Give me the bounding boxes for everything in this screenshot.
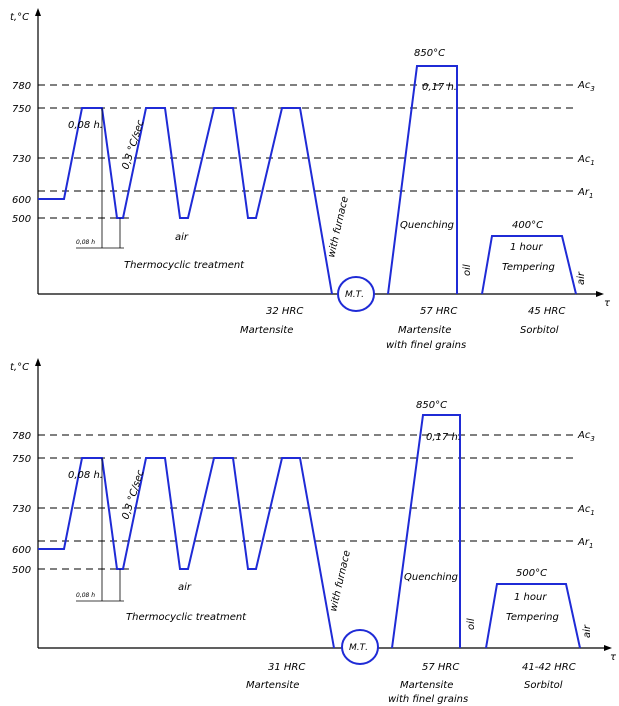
quenching-label: Quenching (404, 572, 458, 583)
tick-780: 780 (12, 81, 31, 92)
ar1-label: Ar1 (577, 537, 593, 550)
structure-3: Sorbitol (524, 680, 563, 691)
y-axis-label: t,°С (10, 12, 29, 23)
ac1-label: Ac1 (577, 154, 595, 167)
x-axis-label: τ (604, 298, 611, 309)
tempering-profile (481, 235, 577, 295)
thermocyclic-label: Thermocyclic treatment (124, 260, 245, 271)
tempering-profile (485, 583, 581, 649)
tick-500: 500 (12, 214, 31, 225)
ar1-label: Ar1 (577, 187, 593, 200)
tick-600: 600 (12, 545, 31, 556)
x-axis-label: τ (610, 652, 617, 663)
thermocycle-profile (38, 457, 335, 649)
hrc-2: 57 HRC (422, 662, 459, 673)
temper-air-label: air (576, 271, 587, 285)
y-axis-arrow-icon (35, 358, 41, 366)
tempering-label: Tempering (502, 262, 555, 273)
oil-label: oil (466, 618, 477, 630)
small-hold-label: 0,08 h (76, 592, 95, 599)
tick-730: 730 (12, 504, 31, 515)
y-axis-arrow-icon (35, 8, 41, 16)
quench-profile (387, 65, 458, 295)
tick-600: 600 (12, 195, 31, 206)
quench-temp-label: 850°С (414, 48, 445, 59)
ac1-label: Ac1 (577, 504, 595, 517)
mt-circle (341, 629, 379, 665)
hrc-3: 41-42 HRC (522, 662, 576, 673)
x-axis-arrow-icon (604, 645, 612, 651)
oil-label: oil (462, 264, 473, 276)
air-label: air (175, 232, 189, 243)
structure-3: Sorbitol (520, 325, 559, 336)
furnace-label: with furnace (326, 195, 351, 258)
hold-label: 0,08 h. (68, 120, 103, 131)
thermocycle-profile (38, 107, 333, 295)
quench-profile (391, 414, 461, 649)
mt-label: М.Т. (349, 643, 368, 653)
small-hold-label: 0,08 h (76, 239, 95, 246)
structure-2-detail: with finel grains (388, 694, 468, 705)
ac3-label: Ac3 (577, 430, 595, 443)
air-label: air (178, 582, 192, 593)
y-axis-label: t,°С (10, 362, 29, 373)
tick-780: 780 (12, 431, 31, 442)
quenching-label: Quenching (400, 220, 454, 231)
structure-2: Martensite (400, 680, 453, 691)
temper-time-label: 1 hour (514, 592, 547, 603)
tick-500: 500 (12, 565, 31, 576)
hold-label: 0,08 h. (68, 470, 103, 481)
tempering-label: Tempering (506, 612, 559, 623)
hrc-1: 32 HRC (266, 306, 303, 317)
hrc-2: 57 HRC (420, 306, 457, 317)
mt-label: М.Т. (345, 290, 364, 300)
ac3-label: Ac3 (577, 80, 595, 93)
mt-circle (337, 276, 375, 312)
temper-temp-label: 400°С (512, 220, 543, 231)
quench-temp-label: 850°С (416, 400, 447, 411)
temper-temp-label: 500°С (516, 568, 547, 579)
structure-2-detail: with finel grains (386, 340, 466, 351)
diagram-bottom: t,°С τ 780 750 730 600 500 Ac3 Ac1 Ar1 М… (10, 358, 617, 705)
structure-2: Martensite (398, 325, 451, 336)
hrc-3: 45 HRC (528, 306, 565, 317)
tick-750: 750 (12, 454, 31, 465)
x-axis-arrow-icon (596, 291, 604, 297)
quench-time-label: 0,17 h. (422, 82, 457, 93)
structure-1: Martensite (240, 325, 293, 336)
temper-time-label: 1 hour (510, 242, 543, 253)
thermocyclic-label: Thermocyclic treatment (126, 612, 247, 623)
quench-time-label: 0,17 h. (426, 432, 461, 443)
temper-air-label: air (582, 624, 593, 638)
furnace-label: with furnace (328, 549, 353, 612)
hrc-1: 31 HRC (268, 662, 305, 673)
tick-730: 730 (12, 154, 31, 165)
structure-1: Martensite (246, 680, 299, 691)
diagram-top: t,°С τ 780 750 730 600 500 Ac3 Ac1 Ar1 М… (10, 8, 611, 351)
tick-750: 750 (12, 104, 31, 115)
